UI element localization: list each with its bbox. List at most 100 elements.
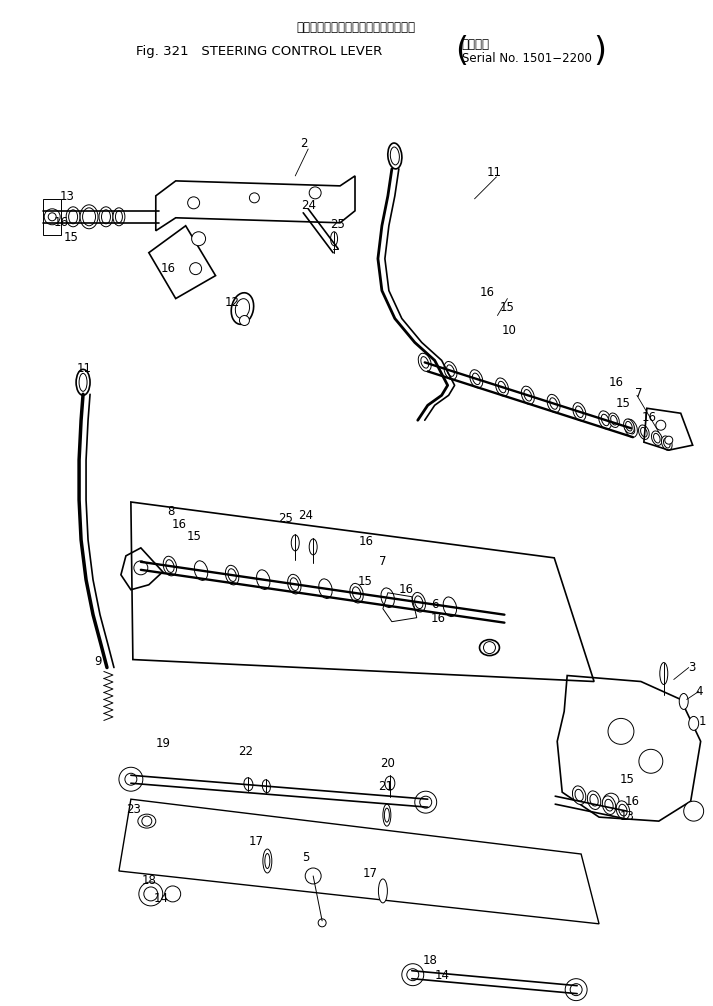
Circle shape — [420, 796, 431, 808]
Ellipse shape — [83, 208, 96, 225]
Circle shape — [139, 882, 163, 905]
Ellipse shape — [573, 402, 586, 421]
Ellipse shape — [68, 210, 78, 223]
Text: 2: 2 — [300, 138, 308, 151]
Text: 25: 25 — [278, 512, 293, 525]
Text: 13: 13 — [60, 190, 75, 203]
Ellipse shape — [385, 777, 395, 790]
Circle shape — [665, 437, 673, 445]
Ellipse shape — [390, 147, 399, 165]
Circle shape — [483, 642, 496, 654]
Text: 15: 15 — [620, 773, 635, 786]
Circle shape — [305, 868, 321, 884]
Ellipse shape — [262, 780, 270, 793]
Ellipse shape — [287, 574, 301, 594]
Circle shape — [565, 979, 587, 1001]
Text: 7: 7 — [379, 555, 386, 568]
Text: 4: 4 — [695, 685, 702, 698]
Ellipse shape — [412, 593, 426, 612]
Text: 17: 17 — [249, 835, 264, 848]
Circle shape — [188, 197, 200, 209]
Text: 6: 6 — [431, 599, 438, 612]
Circle shape — [144, 887, 158, 901]
Circle shape — [190, 263, 202, 275]
Text: 16: 16 — [160, 263, 175, 276]
Ellipse shape — [640, 428, 647, 437]
Circle shape — [142, 816, 152, 826]
Ellipse shape — [388, 143, 402, 169]
Ellipse shape — [521, 386, 534, 404]
Ellipse shape — [231, 293, 254, 324]
Ellipse shape — [352, 586, 361, 600]
Ellipse shape — [309, 539, 317, 555]
Ellipse shape — [652, 431, 662, 446]
Ellipse shape — [265, 853, 270, 868]
Circle shape — [603, 793, 619, 809]
Ellipse shape — [619, 804, 627, 816]
Text: 16: 16 — [399, 583, 414, 597]
Text: 1: 1 — [699, 715, 707, 728]
Text: 16: 16 — [625, 795, 640, 808]
Text: 15: 15 — [186, 530, 201, 543]
Text: 14: 14 — [435, 969, 450, 982]
Text: 21: 21 — [379, 780, 394, 793]
Circle shape — [415, 791, 436, 813]
Circle shape — [684, 801, 704, 821]
Text: 16: 16 — [642, 410, 657, 424]
Ellipse shape — [290, 577, 299, 591]
Circle shape — [639, 749, 663, 774]
Text: ステアリング　コントロール　レバー: ステアリング コントロール レバー — [297, 21, 416, 34]
Ellipse shape — [625, 420, 637, 438]
Ellipse shape — [331, 231, 337, 245]
Text: 13: 13 — [620, 810, 635, 823]
Ellipse shape — [165, 559, 174, 572]
Ellipse shape — [99, 207, 113, 226]
Text: 10: 10 — [502, 324, 517, 337]
Circle shape — [44, 209, 60, 224]
Text: 3: 3 — [688, 661, 695, 674]
Text: 16: 16 — [359, 535, 374, 548]
Ellipse shape — [611, 415, 617, 425]
Circle shape — [570, 984, 582, 996]
Circle shape — [407, 969, 419, 981]
Circle shape — [125, 774, 137, 786]
Circle shape — [309, 187, 321, 199]
Ellipse shape — [473, 373, 480, 384]
Circle shape — [192, 231, 205, 245]
Ellipse shape — [654, 434, 660, 443]
Ellipse shape — [588, 791, 601, 810]
Ellipse shape — [496, 378, 508, 396]
Ellipse shape — [291, 535, 299, 551]
Ellipse shape — [689, 716, 699, 730]
Circle shape — [240, 316, 250, 326]
Ellipse shape — [80, 205, 98, 228]
Circle shape — [48, 213, 56, 220]
Ellipse shape — [225, 565, 239, 584]
Text: 16: 16 — [480, 286, 495, 299]
Ellipse shape — [383, 804, 391, 826]
Text: 12: 12 — [225, 296, 240, 309]
Circle shape — [119, 768, 143, 791]
Ellipse shape — [575, 406, 583, 417]
Ellipse shape — [381, 588, 394, 608]
Ellipse shape — [384, 808, 389, 822]
Ellipse shape — [660, 663, 668, 684]
Text: 14: 14 — [153, 892, 168, 905]
Ellipse shape — [101, 210, 111, 223]
Ellipse shape — [679, 693, 688, 709]
Text: 22: 22 — [238, 744, 253, 758]
Ellipse shape — [609, 413, 620, 428]
Ellipse shape — [470, 370, 483, 388]
Ellipse shape — [138, 814, 155, 828]
Text: Serial No. 1501−2200: Serial No. 1501−2200 — [461, 51, 592, 64]
Ellipse shape — [624, 418, 635, 434]
Ellipse shape — [639, 425, 650, 440]
Circle shape — [250, 193, 260, 203]
Ellipse shape — [263, 849, 272, 873]
Text: 19: 19 — [155, 736, 170, 749]
Text: 15: 15 — [63, 231, 78, 244]
Text: 16: 16 — [171, 518, 186, 531]
Ellipse shape — [599, 410, 612, 430]
Ellipse shape — [421, 357, 429, 368]
Text: 5: 5 — [302, 850, 310, 863]
